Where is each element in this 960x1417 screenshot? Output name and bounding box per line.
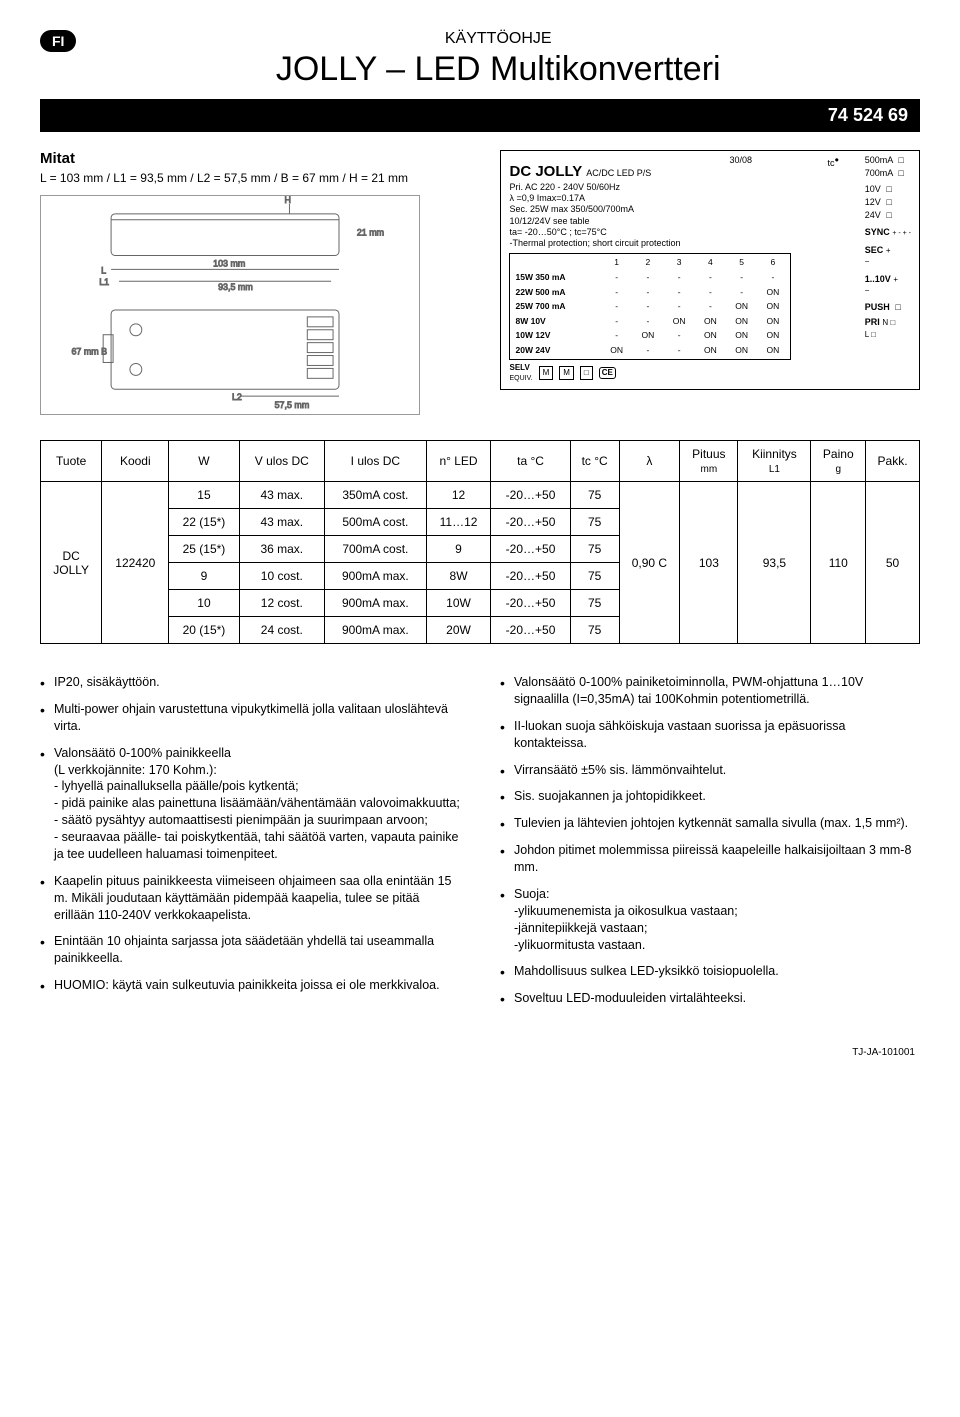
- table-header: KiinnitysL1: [738, 441, 811, 482]
- feature-item: Tulevien ja lähtevien johtojen kytkennät…: [500, 815, 920, 832]
- table-header: Painog: [811, 441, 866, 482]
- dimensions-line: L = 103 mm / L1 = 93,5 mm / L2 = 57,5 mm…: [40, 171, 480, 185]
- svg-text:H: H: [285, 196, 291, 205]
- table-header: ta °C: [491, 441, 571, 482]
- dimensions-heading: Mitat: [40, 150, 480, 167]
- footer-code: TJ-JA-101001: [40, 1047, 920, 1058]
- svg-text:67 mm: 67 mm: [71, 347, 98, 357]
- device-drawing: 21 mm H 103 mm L 93,5 mm L1: [40, 195, 420, 415]
- feature-item: Valonsäätö 0-100% painiketoiminnolla, PW…: [500, 674, 920, 708]
- table-header: W: [169, 441, 239, 482]
- product-label: 30/08 tc● 500mA 700mA 10V 12V 24V SYNC +…: [500, 150, 920, 390]
- language-badge: FI: [40, 30, 76, 52]
- svg-text:21 mm: 21 mm: [357, 228, 384, 238]
- table-header: I ulos DC: [324, 441, 426, 482]
- feature-item: II-luokan suoja sähköiskuja vastaan suor…: [500, 718, 920, 752]
- svg-text:L2: L2: [232, 392, 242, 402]
- document-type: KÄYTTÖOHJE: [76, 30, 920, 48]
- label-date: 30/08: [729, 155, 752, 166]
- feature-item: Enintään 10 ohjainta sarjassa jota sääde…: [40, 933, 460, 967]
- table-header: n° LED: [426, 441, 490, 482]
- feature-item: Multi-power ohjain varustettuna vipukytk…: [40, 701, 460, 735]
- svg-text:L1: L1: [99, 277, 109, 287]
- feature-item: Valonsäätö 0-100% painikkeella(L verkkoj…: [40, 745, 460, 863]
- feature-item: IP20, sisäkäyttöön.: [40, 674, 460, 691]
- document-title: JOLLY – LED Multikonvertteri: [76, 50, 920, 89]
- table-header: Tuote: [41, 441, 102, 482]
- table-header: Pituusmm: [680, 441, 738, 482]
- table-header: Pakk.: [866, 441, 920, 482]
- specifications-table: TuoteKoodiWV ulos DCI ulos DCn° LEDta °C…: [40, 440, 920, 644]
- table-header: λ: [619, 441, 680, 482]
- table-header: V ulos DC: [239, 441, 324, 482]
- label-right-column: 500mA 700mA 10V 12V 24V SYNC + - + - SEC…: [865, 155, 911, 342]
- feature-item: Virransäätö ±5% sis. lämmönvaihtelut.: [500, 762, 920, 779]
- feature-item: HUOMIO: käytä vain sulkeutuvia painikkei…: [40, 977, 460, 994]
- features-right: Valonsäätö 0-100% painiketoiminnolla, PW…: [500, 674, 920, 1007]
- part-number-bar: 74 524 69: [40, 99, 920, 132]
- svg-text:103 mm: 103 mm: [213, 258, 245, 268]
- svg-text:L: L: [101, 265, 106, 275]
- dip-switch-table: 123456 15W 350 mA------22W 500 mA-----ON…: [509, 253, 790, 359]
- feature-item: Suoja:-ylikuumenemista ja oikosulkua vas…: [500, 886, 920, 954]
- feature-item: Mahdollisuus sulkea LED-yksikkö toisiopu…: [500, 963, 920, 980]
- svg-text:57,5 mm: 57,5 mm: [275, 400, 310, 410]
- feature-item: Soveltuu LED-moduuleiden virtalähteeksi.: [500, 990, 920, 1007]
- table-header: tc °C: [570, 441, 619, 482]
- feature-item: Sis. suojakannen ja johtopidikkeet.: [500, 788, 920, 805]
- features-columns: IP20, sisäkäyttöön. Multi-power ohjain va…: [40, 674, 920, 1017]
- feature-item: Kaapelin pituus painikkeesta viimeiseen …: [40, 873, 460, 924]
- label-tc: tc●: [827, 155, 839, 169]
- table-header: Koodi: [102, 441, 169, 482]
- feature-item: Johdon pitimet molemmissa piireissä kaap…: [500, 842, 920, 876]
- svg-text:B: B: [101, 347, 107, 357]
- features-left: IP20, sisäkäyttöön. Multi-power ohjain va…: [40, 674, 460, 994]
- table-row: DCJOLLY1224201543 max.350mA cost.12-20…+…: [41, 482, 920, 509]
- svg-text:93,5 mm: 93,5 mm: [218, 282, 253, 292]
